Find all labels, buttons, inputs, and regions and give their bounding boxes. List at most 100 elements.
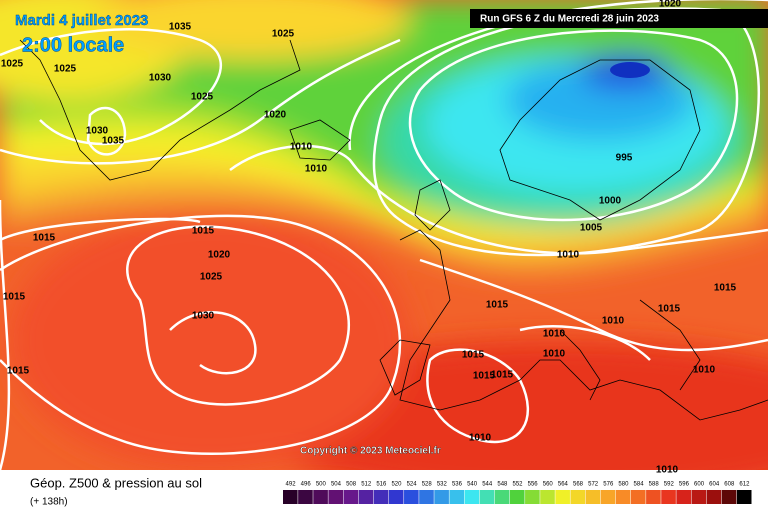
isobar-label: 1015 xyxy=(462,350,485,361)
isobar-label: 1015 xyxy=(473,371,496,382)
copyright: Copyright © 2023 Meteociel.fr xyxy=(300,446,441,457)
isobar-label: 1015 xyxy=(33,233,56,244)
colorbar-label: 592 xyxy=(664,482,675,488)
isobar-label: 1030 xyxy=(86,126,109,137)
isobar-label: 1020 xyxy=(659,0,682,10)
isobar-label: 1015 xyxy=(3,292,26,303)
isobar-label: 1010 xyxy=(656,465,679,476)
colorbar-label: 524 xyxy=(407,482,418,488)
colorbar-swatch xyxy=(479,490,495,504)
forecast-date: Mardi 4 juillet 2023 xyxy=(15,12,148,29)
colorbar-label: 580 xyxy=(618,482,629,488)
isobar-label: 995 xyxy=(616,153,633,164)
colorbar-swatch xyxy=(404,490,419,504)
isobar-label: 1010 xyxy=(290,142,313,153)
lead-time: (+ 138h) xyxy=(30,497,68,508)
colorbar-swatch xyxy=(676,490,691,504)
colorbar-label: 604 xyxy=(709,482,720,488)
colorbar-label: 600 xyxy=(694,482,705,488)
colorbar-swatch xyxy=(298,490,313,504)
isobar-label: 1015 xyxy=(486,300,509,311)
colorbar-label: 508 xyxy=(346,482,357,488)
colorbar-label: 544 xyxy=(482,482,493,488)
isobar-label: 1035 xyxy=(102,136,125,147)
colorbar-label: 576 xyxy=(603,482,614,488)
colorbar-swatch xyxy=(540,490,555,504)
colorbar-label: 540 xyxy=(467,482,478,488)
isobar-label: 1015 xyxy=(7,366,30,377)
colorbar-swatch xyxy=(328,490,344,504)
isobar-label: 1000 xyxy=(599,196,622,207)
isobar-label: 1010 xyxy=(557,250,580,261)
isobar-label: 1010 xyxy=(693,365,716,376)
colorbar-label: 564 xyxy=(558,482,569,488)
colorbar-label: 512 xyxy=(361,482,372,488)
isobar-label: 1010 xyxy=(543,349,566,360)
colorbar-label: 520 xyxy=(391,482,402,488)
colorbar-label: 504 xyxy=(331,482,342,488)
colorbar-swatch xyxy=(494,490,510,504)
isobar-label: 1010 xyxy=(602,316,625,327)
colorbar-swatch xyxy=(615,490,631,504)
isobar-label: 1015 xyxy=(658,304,681,315)
run-info: Run GFS 6 Z du Mercredi 28 juin 2023 xyxy=(480,14,659,25)
colorbar-swatch xyxy=(313,490,328,504)
isobar-label: 1005 xyxy=(580,223,603,234)
local-time: 2:00 locale xyxy=(22,34,124,56)
colorbar-swatch xyxy=(570,490,586,504)
colorbar-label: 496 xyxy=(301,482,312,488)
colorbar-swatch xyxy=(706,490,722,504)
isobar-label: 1015 xyxy=(714,283,737,294)
colorbar-label: 572 xyxy=(588,482,599,488)
coastlines xyxy=(19,39,768,421)
colorbar-swatch xyxy=(373,490,389,504)
colorbar-label: 536 xyxy=(452,482,463,488)
isobar-label: 1035 xyxy=(169,22,192,33)
colorbar-swatch xyxy=(509,490,525,504)
colorbar-label: 568 xyxy=(573,482,584,488)
colorbar-swatch xyxy=(388,490,404,504)
colorbar-swatch xyxy=(600,490,616,504)
isobar-label: 1015 xyxy=(491,370,514,381)
colorbar-swatch xyxy=(555,490,570,504)
colorbar-swatch xyxy=(646,490,661,504)
isobars xyxy=(0,0,768,470)
colorbar-label: 500 xyxy=(316,482,327,488)
colorbar-swatch xyxy=(283,490,298,504)
colorbar-swatch xyxy=(343,490,359,504)
colorbar-label: 556 xyxy=(528,482,539,488)
colorbar-label: 608 xyxy=(724,482,735,488)
colorbar-swatch xyxy=(691,490,707,504)
colorbar-label: 516 xyxy=(376,482,387,488)
colorbar-label: 532 xyxy=(437,482,448,488)
isobar-label: 1025 xyxy=(191,92,214,103)
colorbar-label: 548 xyxy=(497,482,508,488)
colorbar-label: 552 xyxy=(512,482,523,488)
colorbar-label: 596 xyxy=(679,482,690,488)
isobar-label: 1010 xyxy=(469,433,492,444)
colorbar-swatch xyxy=(630,490,646,504)
isobar-label: 1020 xyxy=(264,110,287,121)
colorbar-swatch xyxy=(434,490,449,504)
colorbar-swatch xyxy=(721,490,737,504)
isobar-label: 1030 xyxy=(149,73,172,84)
colorbar-label: 528 xyxy=(422,482,433,488)
colorbar-label: 492 xyxy=(286,482,297,488)
isobar-label: 1025 xyxy=(272,29,295,40)
colorbar-swatch xyxy=(358,490,374,504)
colorbar-swatch xyxy=(661,490,676,504)
colorbar-swatch xyxy=(736,490,752,504)
colorbar-label: 588 xyxy=(649,482,660,488)
colorbar-label: 612 xyxy=(739,482,750,488)
colorbar-swatch xyxy=(449,490,465,504)
colorbar-label: 584 xyxy=(634,482,645,488)
colorbar-swatch xyxy=(419,490,434,504)
geopotential-field xyxy=(0,0,768,470)
isobar-label: 1015 xyxy=(192,226,215,237)
colorbar-swatch xyxy=(585,490,601,504)
colorbar: 492 496 500 504 508 512 516 520 524 528 532 536 540 5… xyxy=(283,482,752,504)
isobar-label: 1020 xyxy=(208,250,231,261)
colorbar-label: 560 xyxy=(543,482,554,488)
